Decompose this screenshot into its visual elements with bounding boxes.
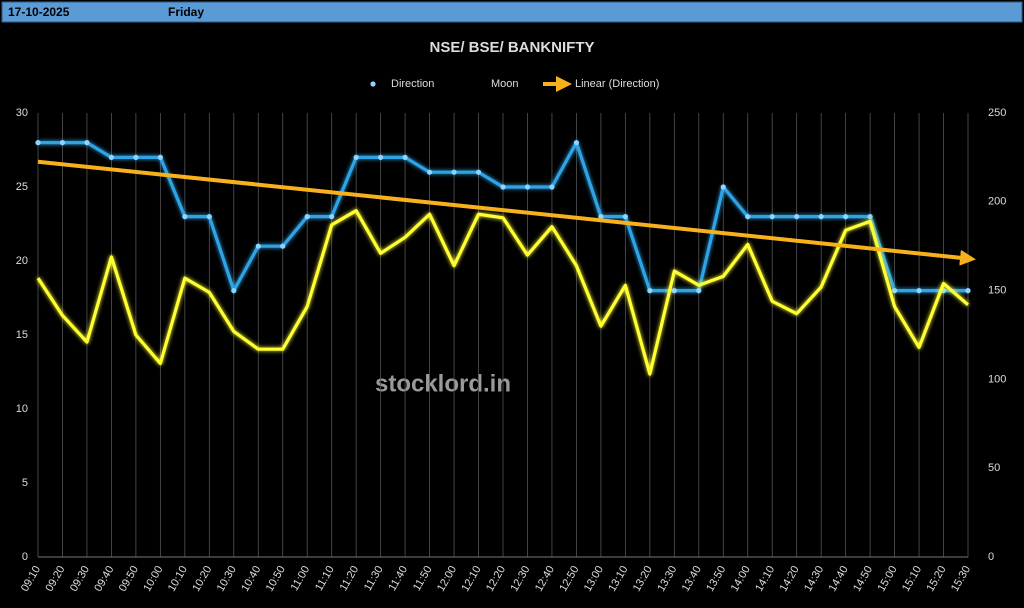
legend-label: Moon [491, 78, 519, 90]
header-date: 17-10-2025 [8, 5, 70, 19]
y2-tick-label: 50 [988, 462, 1000, 474]
point [524, 184, 531, 190]
point [867, 214, 873, 220]
point [475, 169, 482, 175]
y2-tick-label: 100 [988, 373, 1006, 385]
legend-label: Direction [391, 78, 434, 90]
point [965, 288, 971, 294]
point [818, 214, 824, 220]
point [720, 184, 726, 190]
point [133, 154, 139, 160]
point [280, 243, 286, 249]
point [891, 288, 898, 294]
point [745, 214, 751, 220]
y2-tick-label: 150 [988, 285, 1006, 297]
point [696, 288, 702, 294]
point [157, 154, 163, 160]
point [500, 184, 506, 190]
point [84, 140, 90, 146]
point [794, 214, 800, 220]
legend-label: Linear (Direction) [575, 78, 659, 90]
point [916, 288, 922, 294]
point [549, 184, 555, 190]
point [378, 154, 384, 160]
point [598, 214, 604, 220]
point [329, 214, 335, 220]
point [182, 214, 188, 220]
chart-title: NSE/ BSE/ BANKNIFTY [429, 39, 594, 56]
point [426, 169, 433, 175]
y2-tick-label: 200 [988, 196, 1006, 208]
y-tick-label: 5 [22, 477, 28, 489]
point [402, 154, 408, 160]
y2-tick-label: 250 [988, 107, 1006, 119]
legend-marker [370, 81, 376, 87]
y-tick-label: 10 [16, 403, 28, 415]
point [231, 288, 237, 294]
y-tick-label: 20 [16, 255, 28, 267]
point [35, 140, 41, 146]
point [843, 214, 849, 220]
point [59, 140, 66, 146]
point [353, 154, 359, 160]
point [769, 214, 775, 220]
header-bar [1, 1, 1023, 23]
point [451, 169, 457, 175]
series-line [36, 209, 970, 376]
point [304, 214, 310, 220]
point [647, 288, 653, 294]
trendline [37, 159, 976, 266]
point [573, 140, 580, 146]
y-tick-label: 0 [22, 551, 28, 563]
watermark: stocklord.in [375, 370, 511, 397]
point [206, 214, 212, 220]
header-day: Friday [168, 5, 204, 19]
y-tick-label: 30 [16, 107, 28, 119]
point [108, 154, 115, 160]
point [671, 288, 677, 294]
y-tick-label: 25 [16, 181, 28, 193]
point [255, 243, 261, 249]
y-tick-label: 15 [16, 329, 28, 341]
y2-tick-label: 0 [988, 551, 994, 563]
point [622, 214, 628, 220]
